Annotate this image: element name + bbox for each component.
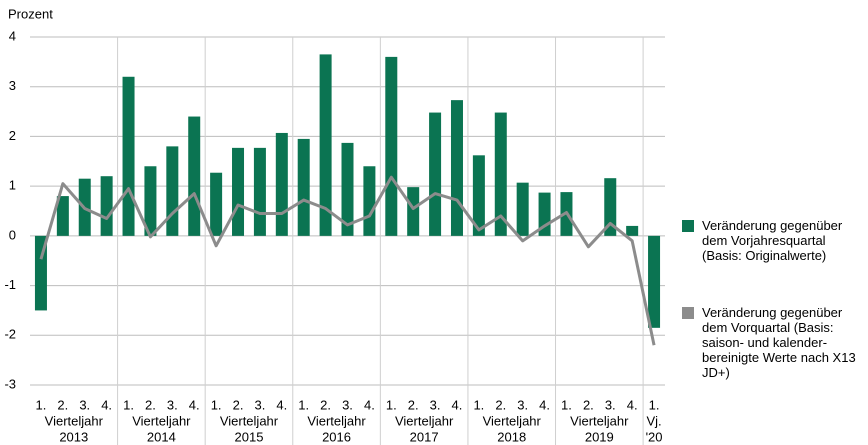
bar bbox=[56, 196, 69, 236]
y-tick-label: -1 bbox=[4, 277, 16, 292]
bar bbox=[122, 76, 135, 236]
bar bbox=[429, 112, 442, 236]
x-tick-label: 1. bbox=[36, 397, 47, 412]
group-label: 2016 bbox=[322, 429, 351, 444]
x-tick-label: 4. bbox=[101, 397, 112, 412]
y-tick-label: 4 bbox=[9, 28, 16, 43]
y-tick-label: 1 bbox=[9, 178, 16, 193]
x-tick-label: 4. bbox=[627, 397, 638, 412]
bar bbox=[297, 138, 310, 236]
bar bbox=[341, 142, 354, 236]
x-tick-label: 1. bbox=[473, 397, 484, 412]
x-tick-label: 3. bbox=[605, 397, 616, 412]
bar bbox=[494, 112, 507, 236]
group-label: 2015 bbox=[235, 429, 264, 444]
bar bbox=[363, 166, 376, 236]
bar bbox=[34, 235, 47, 311]
legend-swatch bbox=[682, 307, 694, 319]
bar bbox=[210, 172, 223, 236]
bar bbox=[100, 176, 113, 236]
bar bbox=[516, 182, 529, 236]
x-tick-label: 1. bbox=[561, 397, 572, 412]
x-tick-label: 1. bbox=[298, 397, 309, 412]
y-tick-label: 0 bbox=[9, 227, 16, 242]
bar bbox=[385, 56, 398, 236]
bar bbox=[648, 235, 661, 328]
bar bbox=[319, 54, 332, 236]
bar bbox=[604, 178, 617, 236]
bar bbox=[450, 100, 463, 236]
x-tick-label: 4. bbox=[539, 397, 550, 412]
group-label: Vierteljahr bbox=[132, 413, 191, 428]
y-tick-label: -3 bbox=[4, 376, 16, 391]
x-tick-label: 1. bbox=[123, 397, 134, 412]
x-tick-label: 4. bbox=[364, 397, 375, 412]
group-label: Vierteljahr bbox=[570, 413, 629, 428]
group-label: 2014 bbox=[147, 429, 176, 444]
line bbox=[39, 175, 656, 346]
bar bbox=[407, 187, 420, 236]
x-tick-label: 3. bbox=[430, 397, 441, 412]
x-tick-label: 2. bbox=[583, 397, 594, 412]
group-label: 2017 bbox=[410, 429, 439, 444]
group-label: Vierteljahr bbox=[220, 413, 279, 428]
group-label: Vierteljahr bbox=[483, 413, 542, 428]
x-tick-label: 3. bbox=[167, 397, 178, 412]
x-tick-label: 3. bbox=[79, 397, 90, 412]
x-tick-label: 4. bbox=[452, 397, 463, 412]
y-axis-label: Prozent bbox=[8, 6, 53, 21]
x-tick-label: 4. bbox=[276, 397, 287, 412]
x-tick-label: 4. bbox=[189, 397, 200, 412]
group-label: '20 bbox=[646, 429, 663, 444]
group-label: 2019 bbox=[585, 429, 614, 444]
group-label: 2013 bbox=[59, 429, 88, 444]
group-label: 2018 bbox=[497, 429, 526, 444]
bar bbox=[275, 132, 288, 236]
x-tick-label: 2. bbox=[408, 397, 419, 412]
x-tick-label: 2. bbox=[495, 397, 506, 412]
legend-entry: Veränderung gegenüber dem Vorquartal (Ba… bbox=[682, 305, 862, 380]
group-label: Vj. bbox=[646, 413, 661, 428]
x-tick-label: 3. bbox=[342, 397, 353, 412]
bar bbox=[144, 166, 157, 236]
x-tick-label: 2. bbox=[320, 397, 331, 412]
bar bbox=[166, 146, 179, 236]
bar bbox=[232, 147, 245, 236]
y-tick-label: 3 bbox=[9, 78, 16, 93]
legend-entry: Veränderung gegenüber dem Vorjahresquart… bbox=[682, 218, 862, 263]
bar bbox=[188, 116, 201, 236]
legend-label: Veränderung gegenüber dem Vorjahresquart… bbox=[702, 218, 843, 263]
group-label: Vierteljahr bbox=[307, 413, 366, 428]
bar bbox=[472, 155, 485, 236]
y-tick-label: -2 bbox=[4, 327, 16, 342]
bar bbox=[626, 225, 639, 236]
x-tick-label: 2. bbox=[57, 397, 68, 412]
group-label: Vierteljahr bbox=[395, 413, 454, 428]
x-tick-label: 2. bbox=[145, 397, 156, 412]
x-tick-label: 1. bbox=[649, 397, 660, 412]
x-tick-label: 3. bbox=[517, 397, 528, 412]
x-tick-label: 1. bbox=[211, 397, 222, 412]
y-tick-label: 2 bbox=[9, 128, 16, 143]
legend-label: Veränderung gegenüber dem Vorquartal (Ba… bbox=[702, 305, 856, 380]
bar bbox=[253, 147, 266, 236]
x-tick-label: 1. bbox=[386, 397, 397, 412]
x-tick-label: 3. bbox=[254, 397, 265, 412]
group-label: Vierteljahr bbox=[45, 413, 104, 428]
x-tick-label: 2. bbox=[233, 397, 244, 412]
legend-swatch bbox=[682, 220, 694, 232]
